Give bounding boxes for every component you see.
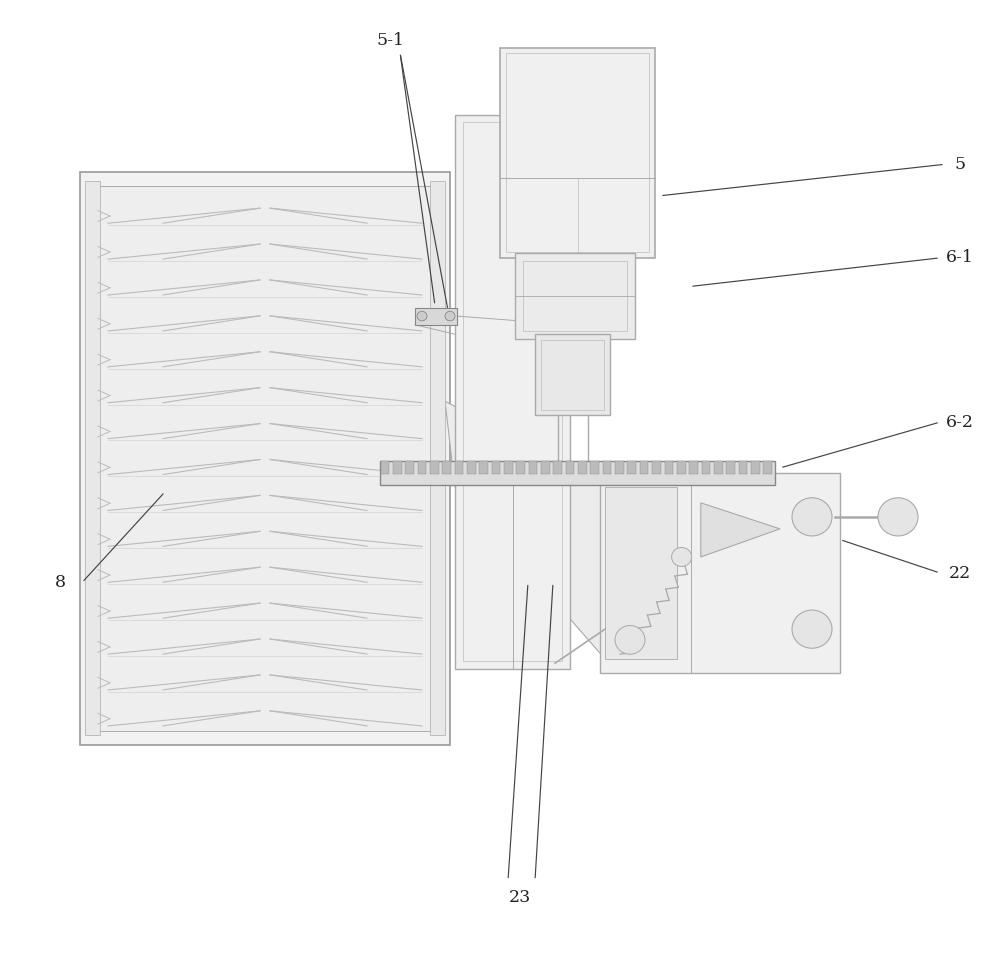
Text: 8: 8	[54, 574, 66, 591]
Bar	[85, 181, 100, 735]
Circle shape	[445, 311, 455, 321]
Bar	[442, 461, 451, 475]
Bar	[506, 53, 649, 252]
Polygon shape	[701, 502, 780, 557]
Bar	[523, 261, 627, 331]
Bar	[600, 473, 840, 673]
Bar	[605, 487, 677, 659]
Bar	[455, 115, 570, 668]
Circle shape	[615, 626, 645, 654]
Bar	[603, 461, 611, 475]
Circle shape	[417, 311, 427, 321]
Bar	[726, 461, 735, 475]
Bar	[393, 461, 402, 475]
Bar	[479, 461, 488, 475]
Bar	[763, 461, 772, 475]
Bar	[535, 334, 610, 415]
Bar	[665, 461, 673, 475]
Bar	[677, 461, 686, 475]
Bar	[541, 461, 550, 475]
Bar	[529, 461, 537, 475]
Circle shape	[878, 498, 918, 536]
Bar	[689, 461, 698, 475]
Bar	[553, 461, 562, 475]
Bar	[541, 340, 604, 410]
Bar	[430, 181, 445, 735]
Bar	[590, 461, 599, 475]
Bar	[714, 461, 723, 475]
Polygon shape	[445, 401, 605, 659]
Circle shape	[672, 547, 692, 566]
Bar	[467, 461, 476, 475]
Bar	[455, 461, 463, 475]
Bar	[578, 461, 587, 475]
Bar	[566, 461, 574, 475]
Circle shape	[792, 610, 832, 648]
Bar	[80, 172, 450, 745]
Bar	[463, 122, 562, 661]
Bar	[430, 461, 439, 475]
Circle shape	[792, 498, 832, 536]
Bar	[381, 461, 389, 475]
Bar	[652, 461, 661, 475]
Bar	[504, 461, 513, 475]
Text: 6-1: 6-1	[946, 249, 974, 266]
Bar	[702, 461, 710, 475]
Bar	[640, 461, 648, 475]
Bar	[751, 461, 760, 475]
Bar	[418, 461, 426, 475]
Bar	[492, 461, 500, 475]
Bar	[515, 253, 635, 339]
Text: 23: 23	[509, 889, 531, 906]
Bar	[542, 468, 602, 482]
Bar	[98, 186, 432, 731]
Bar	[415, 308, 457, 325]
Text: 22: 22	[949, 564, 971, 582]
Bar	[405, 461, 414, 475]
Bar	[739, 461, 747, 475]
Bar	[615, 461, 624, 475]
Text: 5: 5	[954, 156, 966, 173]
Bar	[516, 461, 525, 475]
Text: 6-2: 6-2	[946, 414, 974, 431]
Bar	[627, 461, 636, 475]
Bar	[380, 461, 775, 485]
Bar	[500, 48, 655, 258]
Text: 5-1: 5-1	[376, 32, 404, 49]
